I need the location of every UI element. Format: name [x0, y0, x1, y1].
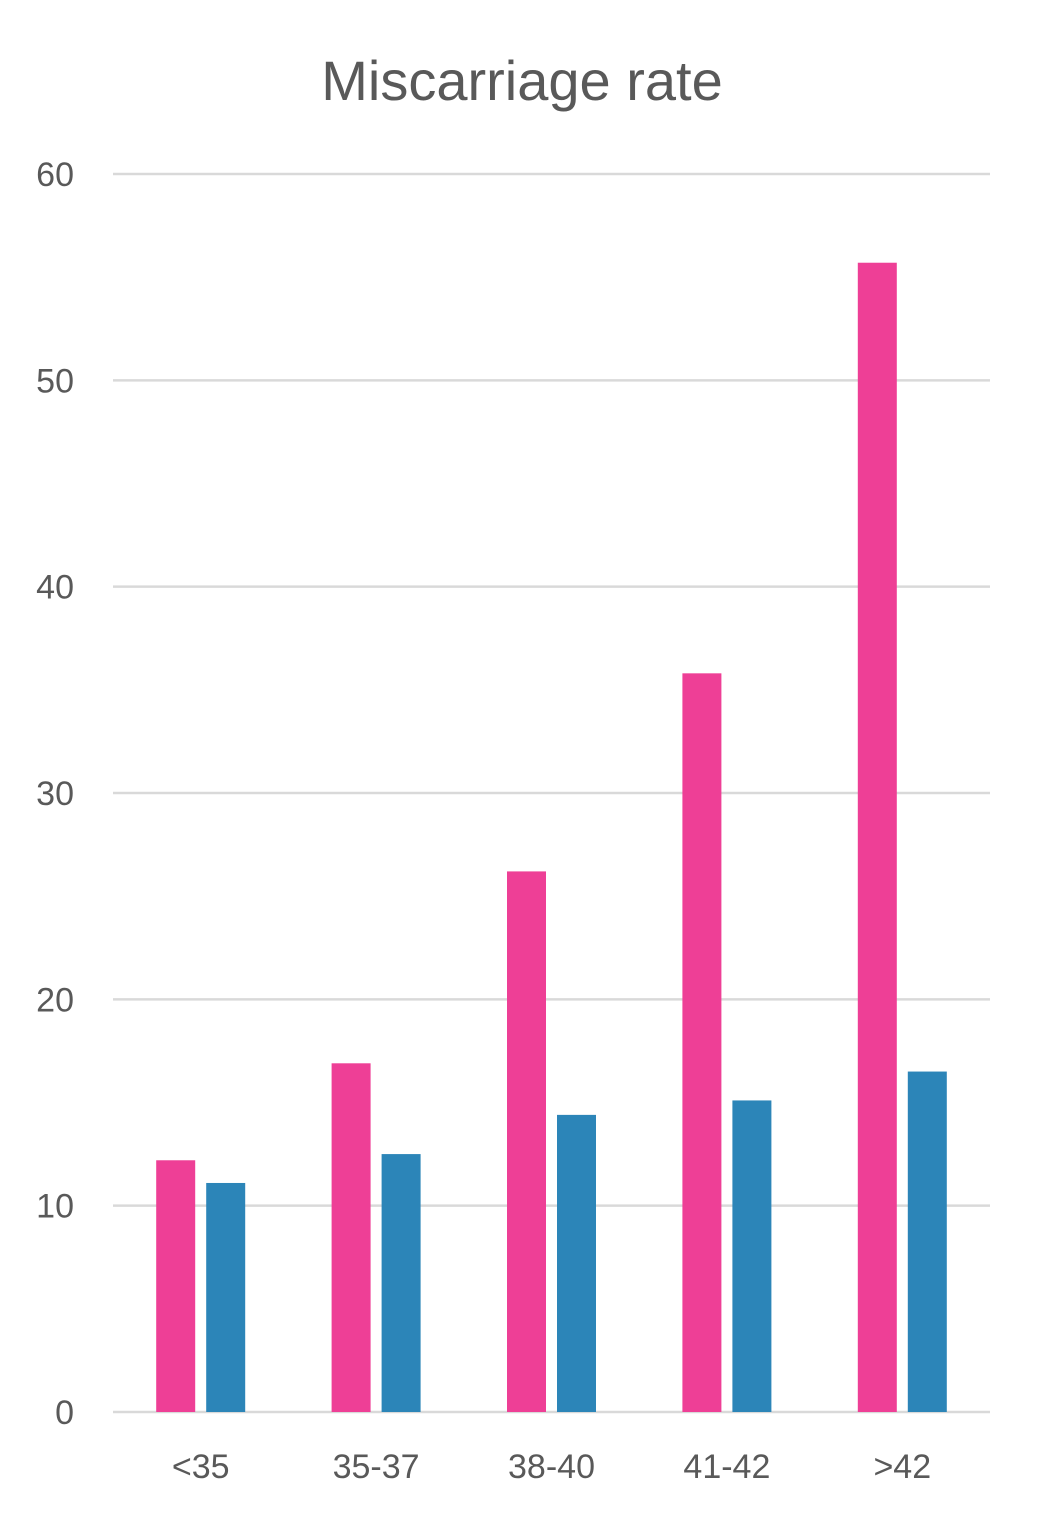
x-tick-label: 35-37: [333, 1448, 420, 1486]
bar-series2-0: [206, 1182, 246, 1412]
bar-series2-4: [907, 1071, 947, 1412]
y-axis-ticks: 0 10 20 30 40 50 60: [36, 156, 74, 1432]
x-tick-label: >42: [873, 1448, 931, 1486]
y-tick-label: 40: [36, 569, 74, 607]
x-axis-ticks: <35 35-37 38-40 41-42 >42: [172, 1448, 931, 1486]
x-tick-label: 38-40: [508, 1448, 595, 1486]
y-tick-label: 10: [36, 1188, 74, 1226]
bar-series2-3: [732, 1100, 772, 1412]
y-tick-label: 20: [36, 981, 74, 1019]
chart-title: Miscarriage rate: [321, 49, 722, 112]
bar-series2-2: [557, 1114, 596, 1412]
bar-series2-1: [381, 1154, 421, 1412]
x-tick-label: <35: [172, 1448, 230, 1486]
y-tick-label: 50: [36, 362, 74, 400]
bar-series1-3: [682, 673, 722, 1412]
y-tick-label: 0: [55, 1394, 74, 1432]
bar-series1-1: [331, 1063, 371, 1412]
bar-series1-2: [507, 871, 546, 1412]
y-tick-label: 60: [36, 156, 74, 194]
bar-series1-0: [156, 1160, 196, 1412]
x-tick-label: 41-42: [683, 1448, 770, 1486]
bars: [156, 262, 947, 1412]
y-tick-label: 30: [36, 775, 74, 813]
gridlines: [113, 172, 990, 1414]
bar-series1-4: [857, 262, 897, 1412]
